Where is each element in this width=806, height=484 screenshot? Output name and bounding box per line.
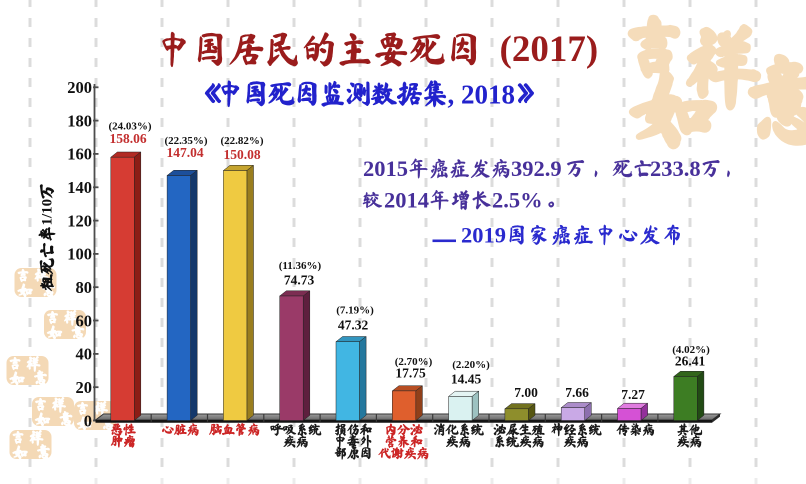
svg-text:17.75: 17.75 [395,366,426,381]
svg-text:200: 200 [67,78,92,97]
svg-text:(22.35%): (22.35%) [164,135,207,147]
svg-text:47.32: 47.32 [338,318,369,333]
svg-text:20: 20 [76,378,93,397]
svg-text:0: 0 [84,411,92,430]
svg-text:140: 140 [67,178,92,197]
svg-text:2.5%: 2.5% [492,188,543,213]
svg-text:(4.02%): (4.02%) [672,344,710,356]
svg-text:120: 120 [67,211,92,230]
svg-text:80: 80 [76,278,93,297]
svg-text:(2.20%): (2.20%) [452,359,490,371]
svg-text:(2017): (2017) [500,29,599,70]
svg-text:7.66: 7.66 [565,385,589,400]
svg-text:74.73: 74.73 [284,272,315,287]
svg-text:7.27: 7.27 [621,387,645,402]
svg-text:40: 40 [76,345,93,364]
svg-text:392.9: 392.9 [511,156,562,181]
svg-text:(24.03%): (24.03%) [108,120,151,132]
svg-text:233.8: 233.8 [650,156,701,181]
svg-text:, 2018: , 2018 [448,80,516,110]
svg-text:2019: 2019 [461,223,506,248]
svg-text:7.00: 7.00 [514,385,538,400]
svg-text:2014: 2014 [384,188,429,213]
svg-text:(11.36%): (11.36%) [279,260,322,272]
svg-text:(22.82%): (22.82%) [220,135,263,147]
svg-text:(7.19%): (7.19%) [336,305,374,317]
svg-text:147.04: 147.04 [166,145,203,160]
svg-text:160: 160 [67,145,92,164]
svg-text:(2.70%): (2.70%) [395,356,433,368]
svg-text:150.08: 150.08 [223,147,260,162]
svg-text:1/10: 1/10 [40,199,56,226]
svg-text:100: 100 [67,245,92,264]
svg-text:180: 180 [67,111,92,130]
svg-text:26.41: 26.41 [675,354,706,369]
svg-text:2015: 2015 [363,156,408,181]
svg-text:158.06: 158.06 [109,131,146,146]
svg-text:14.45: 14.45 [451,372,482,387]
svg-text:60: 60 [76,311,93,330]
